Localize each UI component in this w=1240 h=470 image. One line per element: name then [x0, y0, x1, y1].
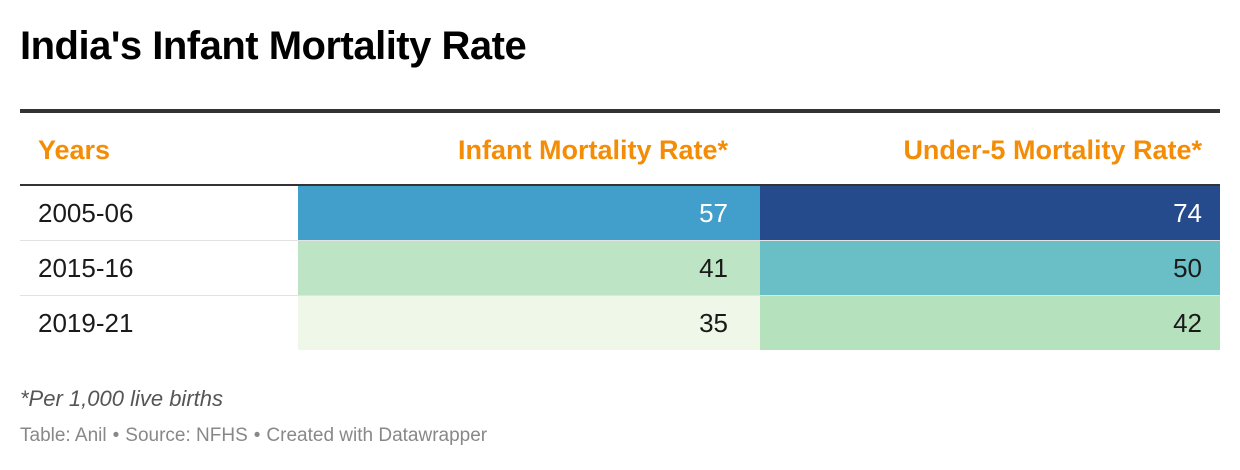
cell-infant-mortality-rate: 35 [298, 296, 760, 350]
cell-under-5-mortality-rate: 42 [760, 296, 1220, 350]
cell-infant-mortality-rate: 57 [298, 186, 760, 240]
chart-title: India's Infant Mortality Rate [20, 24, 527, 68]
column-header-years[interactable]: Years [38, 135, 111, 165]
table-row: 2005-06 57 74 [20, 186, 1220, 240]
cell-under-5-mortality-rate: 74 [760, 186, 1220, 240]
table-row: 2015-16 41 50 [20, 240, 1220, 295]
table-row: 2019-21 35 42 [20, 295, 1220, 350]
credits-line: Table: Anil • Source: NFHS • Created with Da… [20, 425, 487, 447]
cell-under-5-mortality-rate: 50 [760, 241, 1220, 295]
column-header-under-5-mortality-rate[interactable]: Under-5 Mortality Rate* [903, 135, 1202, 165]
credit-created-with: Created with Datawrapper [266, 425, 488, 446]
credit-table: Table: Anil [20, 425, 107, 446]
cell-infant-mortality-rate: 41 [298, 241, 760, 295]
footnote: *Per 1,000 live births [20, 386, 223, 411]
cell-year: 2015-16 [38, 253, 134, 283]
column-header-infant-mortality-rate[interactable]: Infant Mortality Rate* [457, 135, 728, 165]
cell-year: 2005-06 [38, 198, 134, 228]
table-body: 2005-06 57 74 2015-16 41 50 2019-21 35 42 [20, 186, 1220, 350]
cell-year: 2019-21 [38, 308, 134, 338]
data-table: Years Infant Mortality Rate* Under-5 Mor… [20, 109, 1220, 350]
credit-separator: • [112, 425, 120, 446]
table-header-row: Years Infant Mortality Rate* Under-5 Mor… [20, 113, 1220, 186]
credit-source: Source: NFHS [125, 425, 248, 446]
table-top-rule [20, 109, 1220, 113]
credit-separator: • [253, 425, 261, 446]
